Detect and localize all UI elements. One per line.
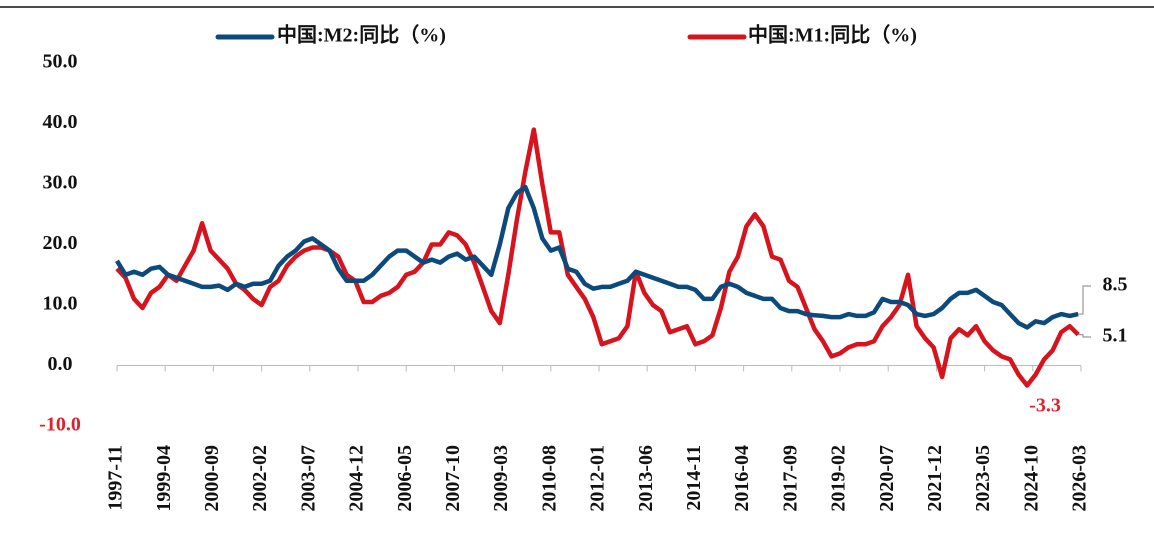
y-tick-label: 0.0	[48, 353, 73, 375]
series-line	[115, 184, 1079, 330]
x-tick-label: 2019-02	[828, 445, 850, 512]
legend-label: 中国:M2:同比（%)	[277, 23, 446, 47]
leader-line	[1078, 334, 1091, 338]
x-tick-label: 1997-11	[105, 445, 127, 511]
y-tick-label: 40.0	[43, 111, 78, 133]
y-tick-label: 50.0	[43, 51, 78, 73]
x-tick-label: 2020-07	[876, 445, 898, 512]
x-tick-label: 2023-05	[972, 445, 994, 512]
x-tick-label: 2006-05	[394, 445, 416, 512]
x-tick-label: 2021-12	[924, 445, 946, 512]
x-tick-label: 2013-06	[635, 445, 657, 512]
y-tick-label: 20.0	[43, 232, 78, 254]
x-tick-label: 2004-12	[346, 445, 368, 512]
x-tick-label: 2003-07	[297, 445, 319, 512]
y-tick-label: -10.0	[39, 414, 81, 436]
annotation: 8.5	[1103, 274, 1128, 296]
x-tick-label: 2000-09	[201, 445, 223, 512]
legend-label: 中国:M1:同比（%)	[748, 23, 917, 47]
x-tick-label: 2017-09	[779, 445, 801, 512]
x-tick-label: 2024-10	[1020, 445, 1042, 512]
x-tick-label: 2014-11	[683, 445, 705, 511]
y-tick-label: 10.0	[43, 293, 78, 315]
y-tick-label: 30.0	[43, 172, 78, 194]
x-tick-label: 1999-04	[153, 445, 175, 512]
x-tick-label: 2012-01	[587, 445, 609, 512]
leader-line	[1078, 285, 1091, 315]
x-tick-label: 2002-02	[249, 445, 271, 512]
x-tick-label: 2009-03	[490, 445, 512, 512]
x-tick-label: 2010-08	[538, 445, 560, 512]
series-line	[115, 127, 1080, 388]
x-tick-label: 2007-10	[442, 445, 464, 512]
x-tick-label: 2016-04	[731, 445, 753, 512]
annotation: 5.1	[1103, 325, 1128, 347]
annotation: -3.3	[1029, 395, 1061, 417]
x-tick-label: 2026-03	[1069, 445, 1091, 512]
